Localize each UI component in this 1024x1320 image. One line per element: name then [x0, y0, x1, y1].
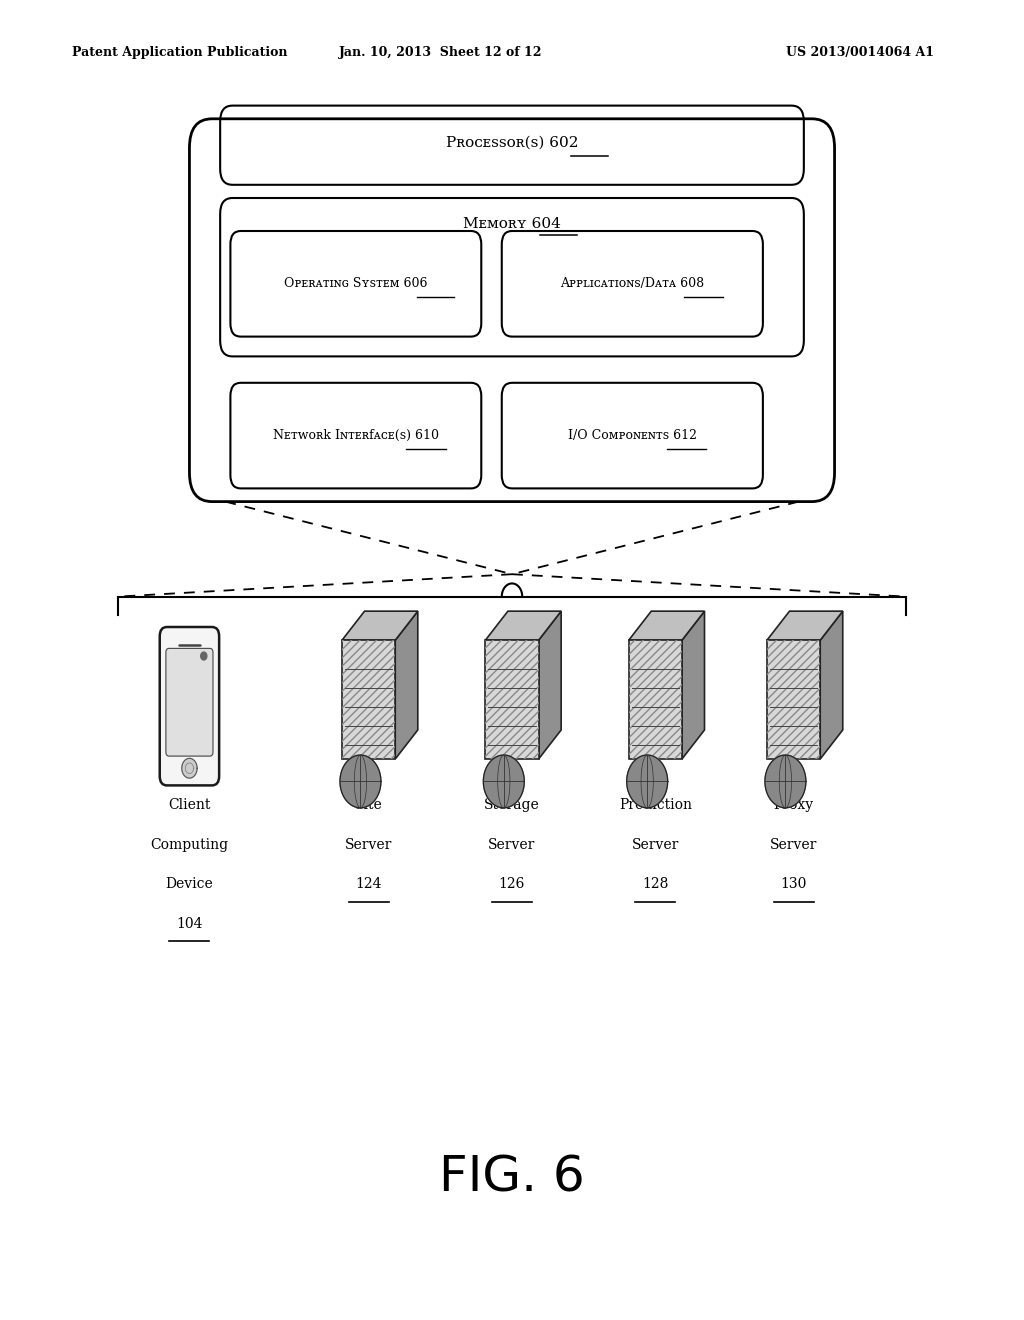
- Text: Proxy: Proxy: [773, 799, 814, 812]
- Polygon shape: [627, 755, 668, 808]
- Text: Nᴇᴛᴡᴏʀk Iɴᴛᴇʀfᴀᴄᴇ(s) 610: Nᴇᴛᴡᴏʀk Iɴᴛᴇʀfᴀᴄᴇ(s) 610: [272, 429, 439, 442]
- Text: Mᴇᴍᴏʀʏ 604: Mᴇᴍᴏʀʏ 604: [463, 218, 561, 231]
- Polygon shape: [201, 652, 207, 660]
- Text: Server: Server: [770, 838, 817, 851]
- Polygon shape: [340, 755, 381, 808]
- Polygon shape: [539, 611, 561, 759]
- Polygon shape: [767, 611, 843, 640]
- Polygon shape: [767, 640, 820, 759]
- Text: FIG. 6: FIG. 6: [439, 1154, 585, 1201]
- Polygon shape: [485, 640, 539, 759]
- Polygon shape: [342, 611, 418, 640]
- Polygon shape: [485, 611, 561, 640]
- FancyBboxPatch shape: [166, 648, 213, 756]
- Polygon shape: [765, 755, 806, 808]
- Text: Patent Application Publication: Patent Application Publication: [72, 46, 287, 59]
- Polygon shape: [682, 611, 705, 759]
- FancyBboxPatch shape: [160, 627, 219, 785]
- Text: Jan. 10, 2013  Sheet 12 of 12: Jan. 10, 2013 Sheet 12 of 12: [339, 46, 542, 59]
- Text: Server: Server: [632, 838, 679, 851]
- Text: 126: 126: [499, 878, 525, 891]
- Text: Site: Site: [354, 799, 383, 812]
- Polygon shape: [342, 640, 395, 759]
- Text: 124: 124: [355, 878, 382, 891]
- Text: 130: 130: [780, 878, 807, 891]
- Text: Aᴘᴘʟɪᴄᴀᴛɪᴏɴs/Dᴀᴛᴀ 608: Aᴘᴘʟɪᴄᴀᴛɪᴏɴs/Dᴀᴛᴀ 608: [560, 277, 705, 290]
- Polygon shape: [629, 640, 682, 759]
- Text: Pʀᴏᴄᴇssᴏʀ(s) 602: Pʀᴏᴄᴇssᴏʀ(s) 602: [445, 136, 579, 149]
- Polygon shape: [182, 759, 197, 777]
- Text: Server: Server: [345, 838, 392, 851]
- Text: 128: 128: [642, 878, 669, 891]
- Text: US 2013/0014064 A1: US 2013/0014064 A1: [786, 46, 934, 59]
- Text: Computing: Computing: [151, 838, 228, 851]
- Text: Storage: Storage: [484, 799, 540, 812]
- Text: Client: Client: [168, 799, 211, 812]
- Text: 104: 104: [176, 917, 203, 931]
- Polygon shape: [629, 611, 705, 640]
- Polygon shape: [395, 611, 418, 759]
- Text: Oᴘᴇʀᴀᴛɪɴɢ Sʏsᴛᴇᴍ 606: Oᴘᴇʀᴀᴛɪɴɢ Sʏsᴛᴇᴍ 606: [284, 277, 428, 290]
- Text: Device: Device: [166, 878, 213, 891]
- Text: Server: Server: [488, 838, 536, 851]
- Text: I/O Cᴏᴍᴘᴏɴᴇɴᴛs 612: I/O Cᴏᴍᴘᴏɴᴇɴᴛs 612: [568, 429, 696, 442]
- Text: Prediction: Prediction: [618, 799, 692, 812]
- Polygon shape: [483, 755, 524, 808]
- Polygon shape: [820, 611, 843, 759]
